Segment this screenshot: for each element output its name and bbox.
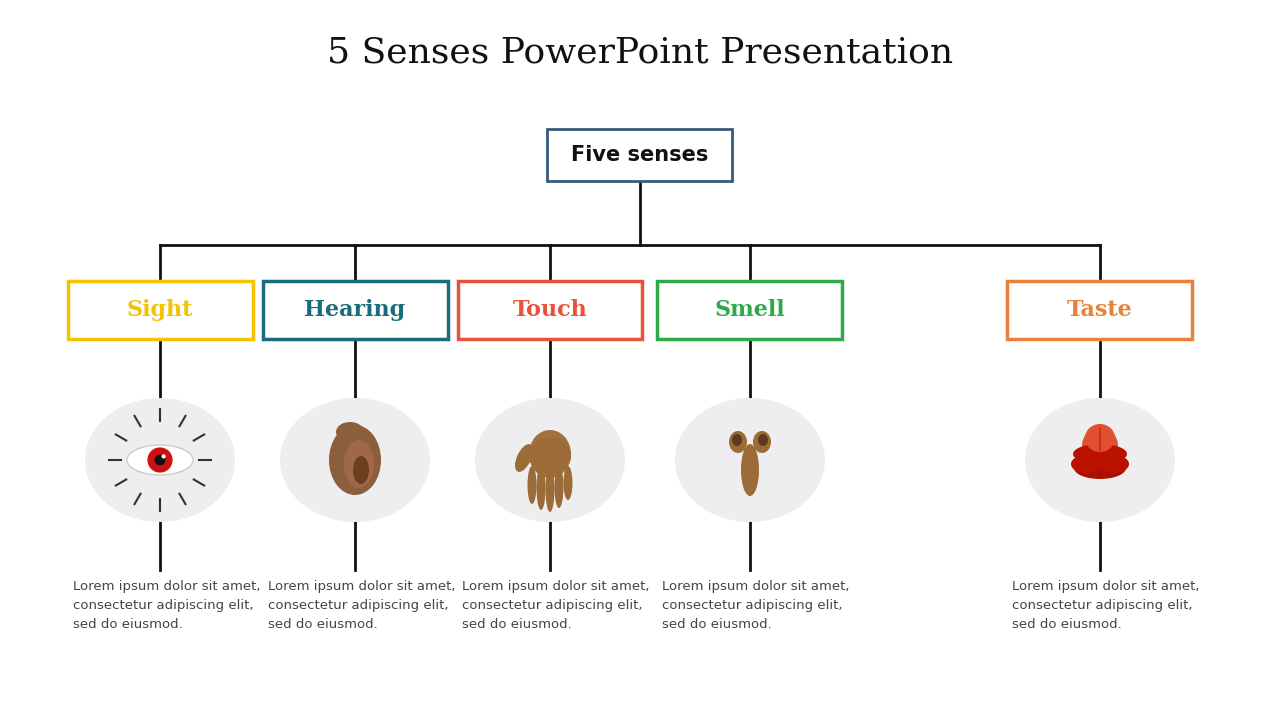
Ellipse shape xyxy=(1071,455,1101,473)
Ellipse shape xyxy=(515,444,532,472)
Text: Sight: Sight xyxy=(127,299,193,321)
Ellipse shape xyxy=(545,466,554,512)
Text: Touch: Touch xyxy=(512,299,588,321)
Text: Lorem ipsum dolor sit amet,
consectetur adipiscing elit,
sed do eiusmod.: Lorem ipsum dolor sit amet, consectetur … xyxy=(462,580,650,631)
FancyBboxPatch shape xyxy=(457,281,643,339)
Circle shape xyxy=(147,447,173,472)
Text: Lorem ipsum dolor sit amet,
consectetur adipiscing elit,
sed do eiusmod.: Lorem ipsum dolor sit amet, consectetur … xyxy=(663,580,850,631)
Ellipse shape xyxy=(529,438,571,474)
Circle shape xyxy=(155,454,165,465)
FancyBboxPatch shape xyxy=(262,281,448,339)
Ellipse shape xyxy=(675,398,826,522)
Text: Hearing: Hearing xyxy=(305,299,406,321)
Ellipse shape xyxy=(732,434,742,446)
FancyBboxPatch shape xyxy=(68,281,252,339)
Ellipse shape xyxy=(475,398,625,522)
Ellipse shape xyxy=(353,456,369,484)
Text: 5 Senses PowerPoint Presentation: 5 Senses PowerPoint Presentation xyxy=(326,35,954,69)
Ellipse shape xyxy=(527,466,536,504)
Ellipse shape xyxy=(1025,398,1175,522)
Ellipse shape xyxy=(1082,427,1117,465)
Ellipse shape xyxy=(344,440,374,488)
Ellipse shape xyxy=(730,431,748,453)
Ellipse shape xyxy=(1074,457,1126,479)
Ellipse shape xyxy=(1100,455,1129,473)
Text: Lorem ipsum dolor sit amet,
consectetur adipiscing elit,
sed do eiusmod.: Lorem ipsum dolor sit amet, consectetur … xyxy=(268,580,454,631)
Text: Smell: Smell xyxy=(714,299,786,321)
Ellipse shape xyxy=(536,466,545,510)
Ellipse shape xyxy=(335,422,364,442)
Text: Taste: Taste xyxy=(1068,299,1133,321)
Ellipse shape xyxy=(1073,444,1126,464)
Ellipse shape xyxy=(758,434,768,446)
FancyBboxPatch shape xyxy=(1007,281,1193,339)
Ellipse shape xyxy=(84,398,236,522)
Text: Lorem ipsum dolor sit amet,
consectetur adipiscing elit,
sed do eiusmod.: Lorem ipsum dolor sit amet, consectetur … xyxy=(1012,580,1199,631)
Circle shape xyxy=(161,454,165,459)
Ellipse shape xyxy=(529,430,571,478)
Ellipse shape xyxy=(329,425,381,495)
Text: Five senses: Five senses xyxy=(571,145,709,165)
Ellipse shape xyxy=(753,431,771,453)
Ellipse shape xyxy=(127,445,193,475)
FancyBboxPatch shape xyxy=(548,129,732,181)
FancyBboxPatch shape xyxy=(658,281,842,339)
Ellipse shape xyxy=(741,444,759,496)
Ellipse shape xyxy=(1085,424,1115,452)
Ellipse shape xyxy=(554,466,563,508)
Ellipse shape xyxy=(280,398,430,522)
Ellipse shape xyxy=(563,466,572,500)
Text: Lorem ipsum dolor sit amet,
consectetur adipiscing elit,
sed do eiusmod.: Lorem ipsum dolor sit amet, consectetur … xyxy=(73,580,260,631)
